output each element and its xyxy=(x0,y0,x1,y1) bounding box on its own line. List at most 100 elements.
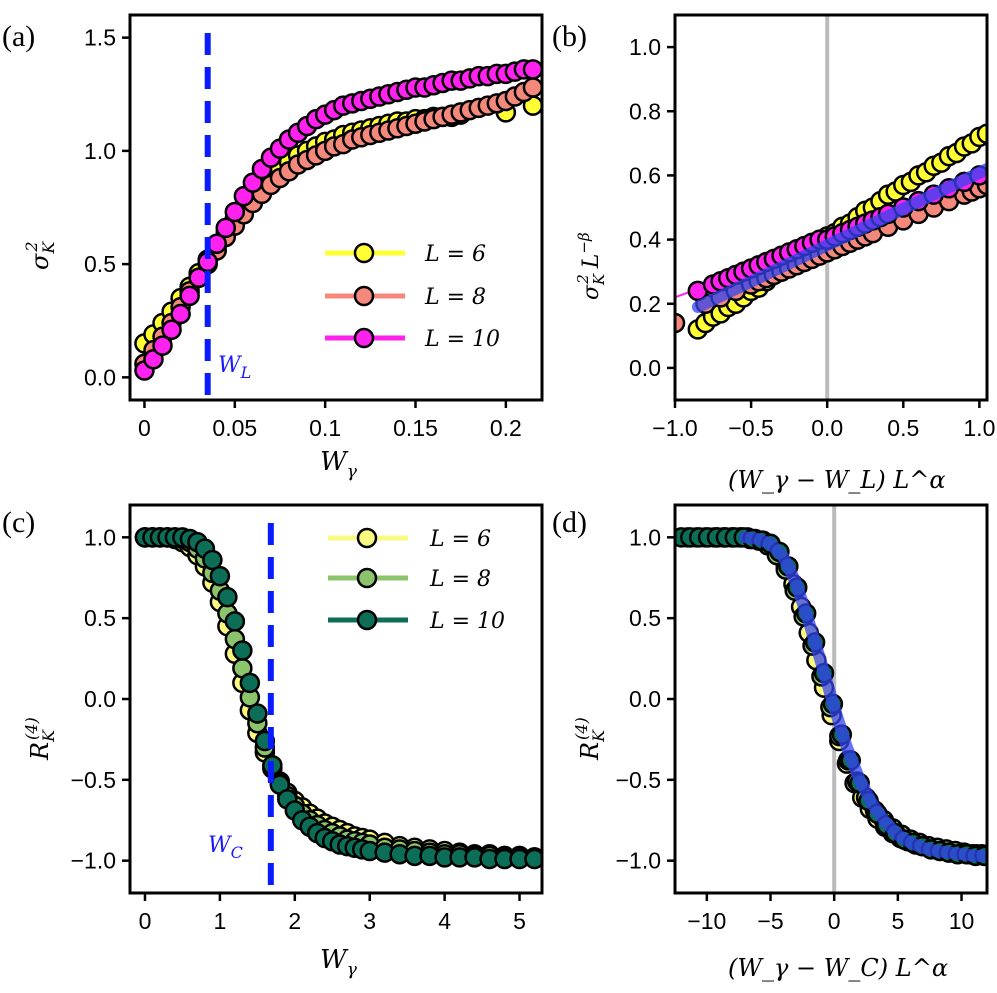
y-tick-label: −0.5 xyxy=(616,767,661,793)
legend-label-l8: L = 8 xyxy=(424,285,486,310)
panel-b-label: (b) xyxy=(552,20,587,53)
data-point-l10 xyxy=(239,672,261,694)
panel-c-ylabel: RK(4) xyxy=(22,717,58,761)
x-tick-label: 0 xyxy=(138,415,151,441)
panel-c-xlabel: Wγ xyxy=(320,945,358,980)
panel-a-legend: L = 6 L = 8 L = 10 xyxy=(325,242,500,352)
y-tick-label: 1.0 xyxy=(629,524,661,550)
legend-marker-l6 xyxy=(356,527,378,549)
panel-c-legend: L = 6 L = 8 L = 10 xyxy=(328,527,505,634)
legend-entry-l6: L = 6 xyxy=(325,242,486,267)
panel-a: (a) 0 0.05 0.1 0.15 0.2 0.0 0.5 1.0 1.5 WL Wγ σK… xyxy=(2,13,544,482)
panel-b-marks: −1.0 −0.5 0.0 0.5 1.0 0.0 0.2 0.4 0.6 0.8 1.0 xyxy=(629,13,995,441)
legend-label-l8: L = 8 xyxy=(429,567,491,592)
data-point-l10 xyxy=(215,217,237,239)
x-tick-label: 0.1 xyxy=(309,415,341,441)
x-tick-label: 3 xyxy=(363,908,376,934)
y-tick-label: −1.0 xyxy=(71,848,116,874)
legend-label-l6: L = 6 xyxy=(424,242,486,267)
legend-marker-l8 xyxy=(353,285,375,307)
y-tick-label: 0.4 xyxy=(629,227,661,253)
panel-d-xlabel: (W_γ − W_C) L^α xyxy=(728,954,948,982)
x-tick-label: −0.5 xyxy=(728,415,773,441)
data-point-l10 xyxy=(224,611,246,632)
x-tick-label: 0.15 xyxy=(393,415,438,441)
x-tick-label: −10 xyxy=(687,908,726,934)
y-tick-label: 0.6 xyxy=(629,162,661,188)
panel-d-marks: −10 −5 0 5 10 −1.0 −0.5 0.0 0.5 1.0 xyxy=(616,503,989,934)
y-tick-label: 1.5 xyxy=(84,25,116,51)
x-tick-label: −5 xyxy=(757,908,783,934)
x-tick-label: 0.0 xyxy=(811,415,843,441)
legend-marker-l10 xyxy=(353,327,375,349)
panel-a-label: (a) xyxy=(2,20,35,53)
data-point-l10 xyxy=(170,303,191,325)
data-point-l8 xyxy=(675,312,686,334)
data-point-l10 xyxy=(209,565,231,587)
x-tick-label: 0 xyxy=(828,908,841,934)
data-point-l10 xyxy=(161,319,182,341)
y-tick-label: 0.5 xyxy=(629,605,661,631)
legend-label-l6: L = 6 xyxy=(429,527,491,552)
data-point-l10 xyxy=(524,848,542,870)
data-point-l6 xyxy=(976,123,987,144)
data-point-l10 xyxy=(217,586,238,608)
plot-area xyxy=(675,15,987,400)
data-point-l10 xyxy=(202,549,223,571)
legend-label-l10: L = 10 xyxy=(429,609,505,634)
panel-a-marks: 0 0.05 0.1 0.15 0.2 0.0 0.5 1.0 1.5 xyxy=(84,13,544,441)
panel-d-label: (d) xyxy=(552,506,587,539)
data-point-l10 xyxy=(152,335,173,356)
x-tick-label: 0.2 xyxy=(490,415,522,441)
y-tick-label: −0.5 xyxy=(71,767,116,793)
panel-c-marks: 0 1 2 3 4 5 −1.0 −0.5 0.0 0.5 1.0 xyxy=(71,503,544,934)
y-tick-label: 0.2 xyxy=(629,291,661,317)
y-tick-label: 0.0 xyxy=(629,686,661,712)
legend-entry-l6: L = 6 xyxy=(328,527,491,552)
panel-b-xlabel: (W_γ − W_L) L^α xyxy=(728,466,946,494)
fit-curve xyxy=(739,531,987,862)
legend-marker-l6 xyxy=(353,242,375,264)
data-point-l10 xyxy=(522,59,542,80)
panel-d-ylabel: RK(4) xyxy=(572,717,608,761)
x-tick-label: 0.5 xyxy=(887,415,919,441)
x-tick-label: −1.0 xyxy=(652,415,697,441)
legend-entry-l10: L = 10 xyxy=(325,327,500,352)
panel-c: (c) 0 1 2 3 4 5−1.0−0.50.00.51.0 WC Wγ RK(4) … xyxy=(2,503,544,980)
fit-curve xyxy=(691,163,987,313)
x-tick-label: 4 xyxy=(438,908,451,934)
x-tick-label: 10 xyxy=(949,908,975,934)
panel-a-vline-label: WL xyxy=(218,353,251,382)
y-tick-label: 0.8 xyxy=(629,98,661,124)
legend-entry-l10: L = 10 xyxy=(328,609,505,634)
panel-a-xlabel: Wγ xyxy=(320,447,358,482)
axes-frame xyxy=(673,13,989,402)
data-point-l10 xyxy=(232,640,253,661)
plot-area xyxy=(134,33,542,400)
x-tick-label: 1.0 xyxy=(963,415,995,441)
panel-b: (b) −1.0 −0.5 0.0 0.5 1.00.00.20.40.60.81.0 … xyxy=(552,13,995,494)
y-tick-label: −1.0 xyxy=(616,848,661,874)
x-tick-label: 5 xyxy=(513,908,526,934)
plot-area xyxy=(675,505,987,893)
legend-entry-l8: L = 8 xyxy=(325,285,486,310)
panel-a-ylabel: σK2 xyxy=(22,241,58,270)
x-tick-label: 0 xyxy=(139,908,152,934)
y-tick-label: 0.5 xyxy=(84,251,116,277)
plot-area xyxy=(134,523,542,893)
x-tick-label: 0.05 xyxy=(212,415,257,441)
y-tick-label: 1.0 xyxy=(629,34,661,60)
x-tick-label: 2 xyxy=(288,908,301,934)
y-tick-label: 0.0 xyxy=(84,686,116,712)
x-tick-label: 5 xyxy=(891,908,904,934)
data-point-l8 xyxy=(522,77,542,98)
panel-b-ylabel: σK2L−β xyxy=(574,232,608,300)
legend-entry-l8: L = 8 xyxy=(328,567,491,592)
y-tick-label: 1.0 xyxy=(84,524,116,550)
y-tick-label: 0.0 xyxy=(84,364,116,390)
panel-c-label: (c) xyxy=(2,506,35,539)
panel-d: (d) −10 −5 0 5 10 −1.0 −0.5 0.0 0.5 1.0 (W_γ − W_… xyxy=(552,503,989,982)
x-tick-label: 1 xyxy=(213,908,226,934)
data-point-l10 xyxy=(179,285,200,307)
